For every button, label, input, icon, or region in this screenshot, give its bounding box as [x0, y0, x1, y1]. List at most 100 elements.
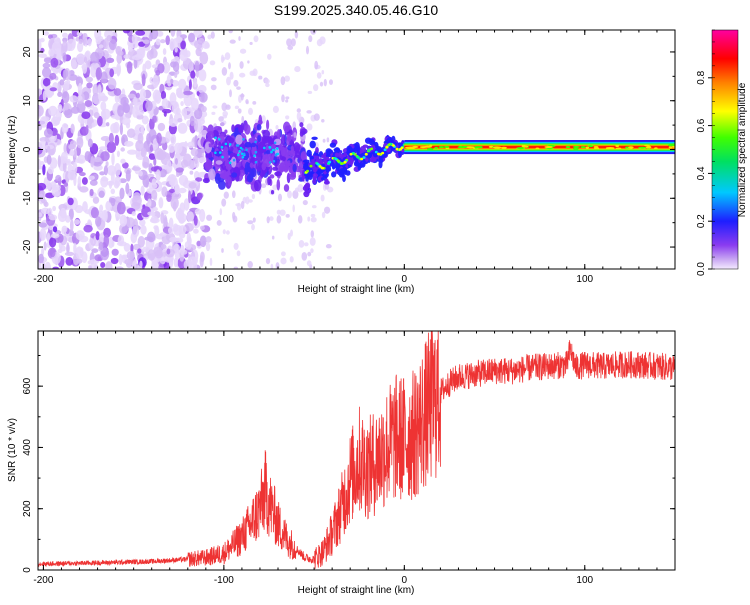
faint-blob	[239, 48, 247, 54]
noise-blob	[107, 78, 117, 90]
colorbar-tick-label: 0.6	[696, 118, 707, 132]
noise-blob	[61, 225, 68, 233]
noise-blob	[68, 143, 76, 150]
noise-blob	[106, 57, 115, 64]
faint-blob	[216, 219, 222, 226]
noise-blob	[201, 115, 205, 121]
faint-blob	[219, 208, 223, 216]
noise-blob	[193, 261, 198, 269]
noise-blob	[166, 160, 172, 173]
faint-blob	[306, 110, 312, 114]
scatter-blob	[262, 137, 269, 144]
scatter-blob	[298, 161, 304, 170]
scatter-blob	[269, 174, 275, 179]
noise-blob	[48, 237, 57, 248]
faint-blob	[308, 35, 313, 43]
faint-blob	[310, 230, 315, 238]
noise-blob	[168, 217, 174, 229]
noise-blob	[106, 180, 115, 186]
colorbar-label: Normalized spectral amplitude	[737, 82, 748, 217]
stable-line-mottle	[478, 146, 483, 149]
trace-blob	[333, 147, 341, 154]
trace-blob	[398, 150, 402, 158]
noise-blob	[132, 218, 139, 232]
noise-blob	[57, 91, 63, 98]
faint-blob	[284, 75, 290, 82]
noise-blob	[38, 212, 43, 218]
noise-blob	[124, 140, 134, 147]
faint-blob	[319, 81, 324, 87]
scatter-blob	[244, 141, 252, 148]
noise-blob	[75, 36, 80, 42]
faint-blob	[233, 242, 239, 250]
noise-blob	[117, 105, 125, 117]
noise-blob	[174, 72, 178, 78]
noise-blob	[99, 146, 108, 151]
snr-xtick-label: -100	[214, 575, 234, 586]
scatter-blob	[221, 150, 229, 156]
scatter-blob	[249, 168, 254, 181]
scatter-blob	[283, 121, 291, 133]
noise-blob	[180, 40, 186, 50]
scatter-blob	[270, 143, 277, 150]
scatter-speck	[214, 151, 217, 155]
noise-blob	[116, 53, 123, 64]
noise-blob	[180, 34, 187, 39]
noise-blob	[81, 177, 88, 185]
scatter-speck	[245, 148, 248, 152]
scatter-blob	[301, 169, 305, 182]
scatter-blob	[256, 150, 263, 162]
noise-blob	[63, 142, 68, 154]
noise-blob	[77, 154, 86, 164]
noise-blob	[197, 84, 207, 94]
noise-blob	[168, 188, 176, 193]
noise-blob	[149, 30, 159, 40]
noise-blob	[177, 122, 188, 134]
scatter-blob	[231, 172, 238, 178]
scatter-speck	[228, 143, 232, 146]
scatter-speck	[276, 147, 279, 150]
colorbar-tick-label: 0.4	[696, 166, 707, 180]
scatter-blob	[272, 166, 279, 171]
faint-blob	[212, 105, 218, 109]
noise-blob	[90, 263, 99, 269]
snr-series-line	[38, 331, 675, 569]
faint-blob	[307, 251, 312, 257]
noise-blob	[59, 207, 67, 219]
scatter-speck	[271, 148, 275, 152]
trace-core	[337, 160, 341, 163]
trace-core	[381, 151, 385, 155]
noise-blob	[160, 90, 167, 100]
scatter-blob	[213, 125, 222, 131]
trace-blob	[306, 149, 312, 157]
noise-blob	[72, 161, 78, 174]
noise-blob	[192, 77, 198, 88]
scatter-blob	[207, 124, 214, 136]
noise-blob	[198, 92, 208, 103]
trace-core	[340, 162, 344, 165]
noise-blob	[82, 62, 88, 74]
noise-blob	[173, 142, 183, 154]
faint-blob	[233, 79, 239, 87]
noise-blob	[194, 134, 198, 148]
noise-blob	[43, 57, 52, 64]
noise-blob	[62, 69, 67, 82]
scatter-blob	[292, 163, 297, 173]
noise-blob	[158, 197, 164, 209]
scatter-blob	[219, 122, 225, 127]
noise-blob	[199, 235, 207, 248]
scatter-speck	[224, 142, 228, 146]
noise-blob	[132, 195, 142, 207]
noise-blob	[103, 234, 110, 248]
noise-blob	[87, 219, 92, 227]
noise-blob	[55, 117, 60, 125]
scatter-blob	[221, 142, 225, 150]
noise-blob	[87, 138, 93, 148]
trace-core	[306, 169, 309, 173]
noise-blob	[105, 122, 110, 127]
faint-blob	[271, 235, 275, 240]
scatter-speck	[254, 150, 258, 154]
noise-blob	[38, 158, 42, 170]
stable-line-mottle	[628, 146, 634, 149]
